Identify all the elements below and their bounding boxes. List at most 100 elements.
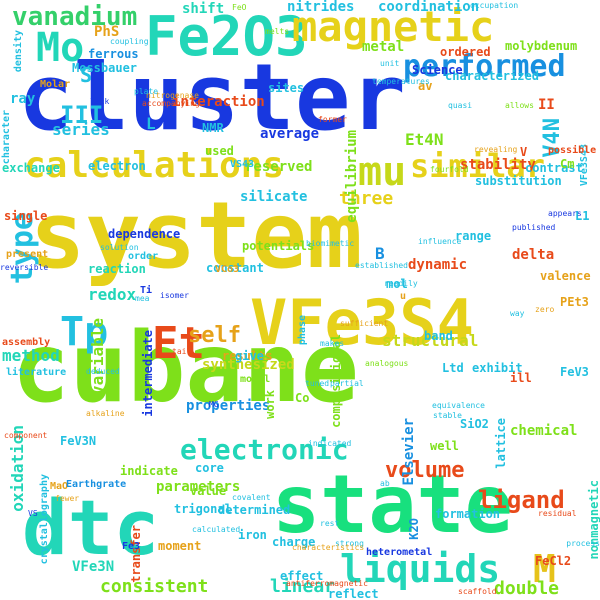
word-order: order: [128, 251, 159, 262]
word-partial: partial: [330, 379, 364, 388]
word-lack: lack: [90, 97, 110, 106]
word-l1: L1: [575, 209, 590, 223]
word-mol: mol: [386, 277, 408, 291]
word-coupling: coupling: [110, 37, 149, 46]
word-appears: appears: [548, 209, 582, 218]
word-iii: III: [60, 101, 104, 129]
word-nitrogenase: nitrogenase: [146, 91, 199, 100]
word-fev3: FeV3: [560, 365, 589, 379]
word-analogous: analogous: [365, 359, 409, 368]
word-double: double: [494, 578, 560, 599]
word-established: established: [355, 261, 408, 270]
word-dependence: dependence: [108, 227, 181, 241]
word-cm: Cm: [560, 157, 575, 171]
word-biomimetic: biomimetic: [306, 239, 355, 248]
word-similar: similar: [410, 147, 545, 185]
word-self: self: [188, 323, 241, 348]
word-assembly: assembly: [2, 337, 51, 348]
word-covalent: covalent: [232, 493, 271, 502]
word-electronic: electronic: [180, 433, 349, 466]
word-occupation: occupation: [470, 1, 519, 10]
word-fewer: fewer: [55, 494, 80, 503]
word-interaction: interaction: [172, 94, 265, 110]
word-ti: Ti: [140, 285, 153, 296]
word-science: Science: [412, 63, 463, 77]
word-chemical: chemical: [510, 423, 578, 439]
word-give: give: [235, 349, 264, 363]
word-fe2o3: Fe2O3: [145, 5, 308, 68]
word-revealing: revealing: [474, 145, 518, 154]
word-well: well: [430, 439, 459, 453]
word-cluster: cluster: [18, 44, 406, 151]
word-l: L: [146, 114, 156, 133]
word-variable: variable: [88, 318, 107, 396]
word-isomer: isomer: [160, 291, 189, 300]
word-iron: iron: [238, 528, 267, 542]
word-mao: MaO: [50, 481, 69, 492]
word-characteristics: characteristics: [292, 543, 365, 552]
word-tail: tail: [172, 347, 192, 356]
word-shift: shift: [182, 1, 225, 17]
word-calculated: calculated: [192, 525, 241, 534]
word-k2o: K2O: [407, 518, 421, 540]
word-antiferromagnetic: antiferromagnetic: [286, 579, 368, 588]
word-mossbauer: Mossbauer: [72, 61, 138, 75]
word-elsevier: Elsevier: [401, 418, 417, 486]
word-series: series: [52, 120, 110, 139]
word-calculations: calculations: [24, 145, 285, 186]
word-linear: linear: [270, 576, 336, 597]
word-crystallography: crystallography: [39, 474, 50, 565]
word-state: state: [272, 458, 513, 551]
word-nitrides: nitrides: [287, 0, 355, 15]
word-influence: influence: [418, 237, 462, 246]
word-magnetic: magnetic: [292, 2, 495, 51]
word-residual: residual: [538, 509, 577, 518]
word-ltd: Ltd: [442, 361, 464, 375]
word-nmr: NMR: [202, 121, 224, 135]
word-way: way: [510, 309, 525, 318]
word-reflect: reflect: [328, 587, 379, 600]
word-unit: unit: [380, 59, 400, 68]
word-liquids: liquids: [340, 547, 501, 591]
word-ill: ill: [510, 371, 532, 385]
word-range: range: [455, 229, 492, 243]
word-valence: valence: [540, 269, 591, 283]
word-ab: ab: [380, 479, 390, 488]
word-formation: formation: [435, 507, 501, 521]
word-method: method: [2, 346, 60, 365]
word-silicate: silicate: [240, 189, 308, 205]
word-value: value: [190, 484, 227, 498]
word-dtc: dtc: [22, 483, 160, 572]
word-equivalence: equivalence: [432, 401, 485, 410]
word-s: S: [80, 63, 93, 87]
word-rest: rest: [320, 519, 340, 528]
word-mg: MG: [209, 400, 219, 409]
word-fourfold: fourfold: [430, 165, 469, 174]
word-deduced: deduced: [86, 367, 120, 376]
word-band: band: [424, 329, 453, 343]
word-makes: makes: [320, 339, 345, 348]
word-process: process: [566, 539, 600, 548]
word-allows: allows: [505, 101, 534, 110]
word-structural: structural: [382, 331, 479, 350]
word-m: M: [533, 547, 556, 591]
word-solution: solution: [100, 243, 139, 252]
word-av: av: [418, 79, 433, 93]
word-plate: plate: [134, 87, 159, 96]
word-moment: moment: [158, 539, 202, 553]
word-vco3: VCo3: [215, 264, 240, 275]
word-sio2: SiO2: [460, 417, 489, 431]
word-present: present: [6, 249, 49, 260]
word-quasi: quasi: [448, 101, 473, 110]
word-vfe3s4: VFe3S4: [250, 286, 474, 359]
word-results: results: [222, 349, 273, 363]
word-effect: effect: [280, 569, 324, 583]
word-system: system: [30, 182, 363, 289]
word-vanadium: vanadium: [12, 2, 138, 32]
word-average: average: [260, 126, 320, 142]
word-density: density: [13, 30, 24, 73]
word-parameters: parameters: [156, 479, 241, 495]
word-synthesized: synthesized: [202, 357, 295, 373]
word-work: work: [263, 390, 277, 419]
word-feo: FeO: [232, 3, 247, 12]
